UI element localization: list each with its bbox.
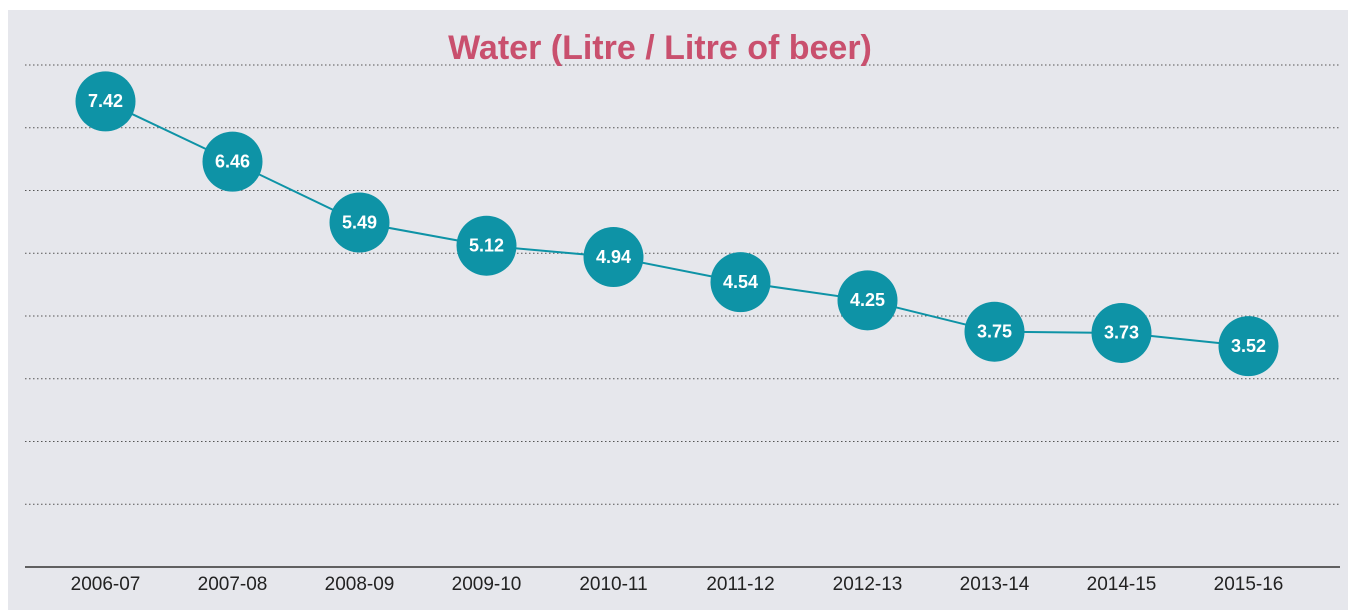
point: [710, 252, 771, 313]
x-tick-label: 2007-08: [198, 574, 268, 595]
chart-title: Water (Litre / Litre of beer): [448, 29, 872, 67]
x-tick-label: 2014-15: [1087, 574, 1157, 595]
marks: 7.42 6.46 5.49 5.12 4.94 4.54 4.25 3.75 3.73 3.52: [75, 71, 1279, 377]
value-label: 3.52: [1231, 336, 1266, 356]
chart-background: [8, 10, 1348, 610]
point: [456, 215, 517, 276]
grid: [25, 64, 1340, 568]
point: [964, 301, 1025, 362]
point: [1091, 302, 1152, 363]
series-line: [105, 100, 1249, 348]
x-tick-label: 2011-12: [706, 574, 774, 595]
lines: [105, 100, 1249, 348]
point: [1218, 316, 1279, 377]
value-label: 6.46: [215, 151, 250, 171]
value-label: 4.25: [850, 290, 885, 310]
value-label: 3.73: [1104, 323, 1139, 343]
x-tick-label: 2006-07: [71, 574, 141, 595]
point: [837, 270, 898, 331]
x-tick-label: 2009-10: [452, 574, 522, 595]
value-label: 4.94: [596, 247, 631, 267]
x-tick-label: 2015-16: [1214, 574, 1284, 595]
value-label: 4.54: [723, 272, 758, 292]
point: [202, 131, 263, 192]
x-tick-label: 2008-09: [325, 574, 395, 595]
value-label: 3.75: [977, 321, 1012, 341]
point: [75, 71, 136, 132]
point: [583, 227, 644, 288]
x-tick-label: 2012-13: [833, 574, 903, 595]
x-tick-label: 2013-14: [960, 574, 1030, 595]
value-label: 5.49: [342, 212, 377, 232]
value-label: 5.12: [469, 235, 504, 255]
value-label: 7.42: [88, 91, 123, 111]
x-tick-label: 2010-11: [579, 574, 647, 595]
point: [329, 192, 390, 253]
